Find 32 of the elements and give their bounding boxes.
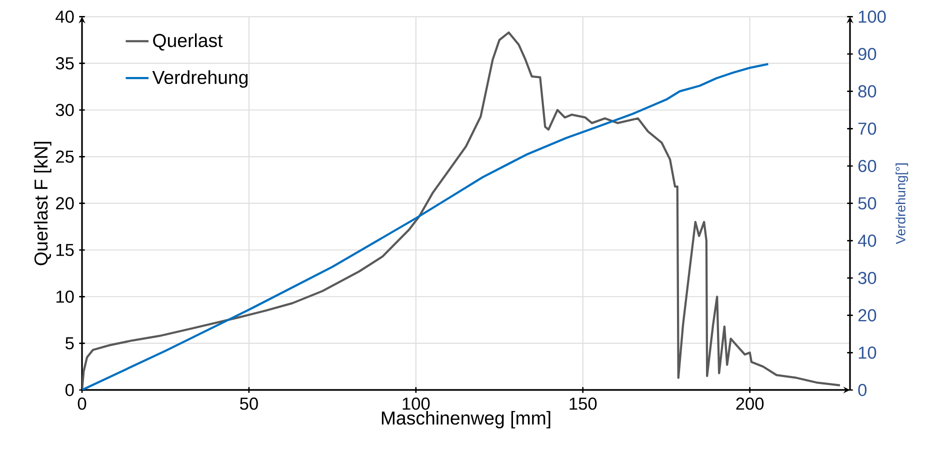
y-tick-label: 10 (56, 290, 74, 303)
y2-tick-label: 70 (858, 122, 876, 135)
y-tick-label: 30 (56, 104, 74, 116)
x-tick-label: 100 (402, 398, 430, 410)
y2-tick-label: 50 (858, 197, 876, 210)
y-tick-label: 25 (56, 150, 74, 163)
legend-label: Querlast (153, 33, 223, 51)
y2-tick-label: 60 (858, 160, 876, 172)
legend-label: Verdrehung (152, 70, 248, 88)
y2-axis-title: Verdrehung[°] (896, 163, 908, 244)
y2-tick-label: 80 (858, 85, 876, 98)
x-tick-label: 150 (570, 398, 597, 410)
x-tick-label: 200 (736, 398, 764, 410)
y-tick-label: 40 (56, 10, 74, 23)
x-tick-label: 0 (78, 398, 86, 410)
y2-tick-label: 90 (858, 48, 876, 60)
y2-tick-label: 100 (858, 10, 886, 23)
y-axis-title: Querlast F [kN] (34, 142, 52, 266)
y-tick-label: 5 (66, 337, 74, 350)
y2-tick-label: 20 (858, 309, 876, 322)
y-tick-label: 20 (56, 197, 74, 210)
y-tick-label: 35 (56, 57, 74, 70)
y2-tick-label: 30 (858, 272, 876, 284)
y2-tick-label: 40 (858, 234, 876, 247)
y-tick-label: 0 (65, 384, 74, 396)
line-series (82, 31, 842, 390)
x-axis-title: Maschinenweg [mm] (382, 410, 550, 428)
line-series (82, 63, 770, 390)
y-tick-label: 15 (56, 244, 74, 256)
y2-tick-label: 10 (858, 346, 876, 359)
x-tick-label: 50 (240, 398, 258, 410)
y2-tick-label: 0 (858, 384, 867, 396)
